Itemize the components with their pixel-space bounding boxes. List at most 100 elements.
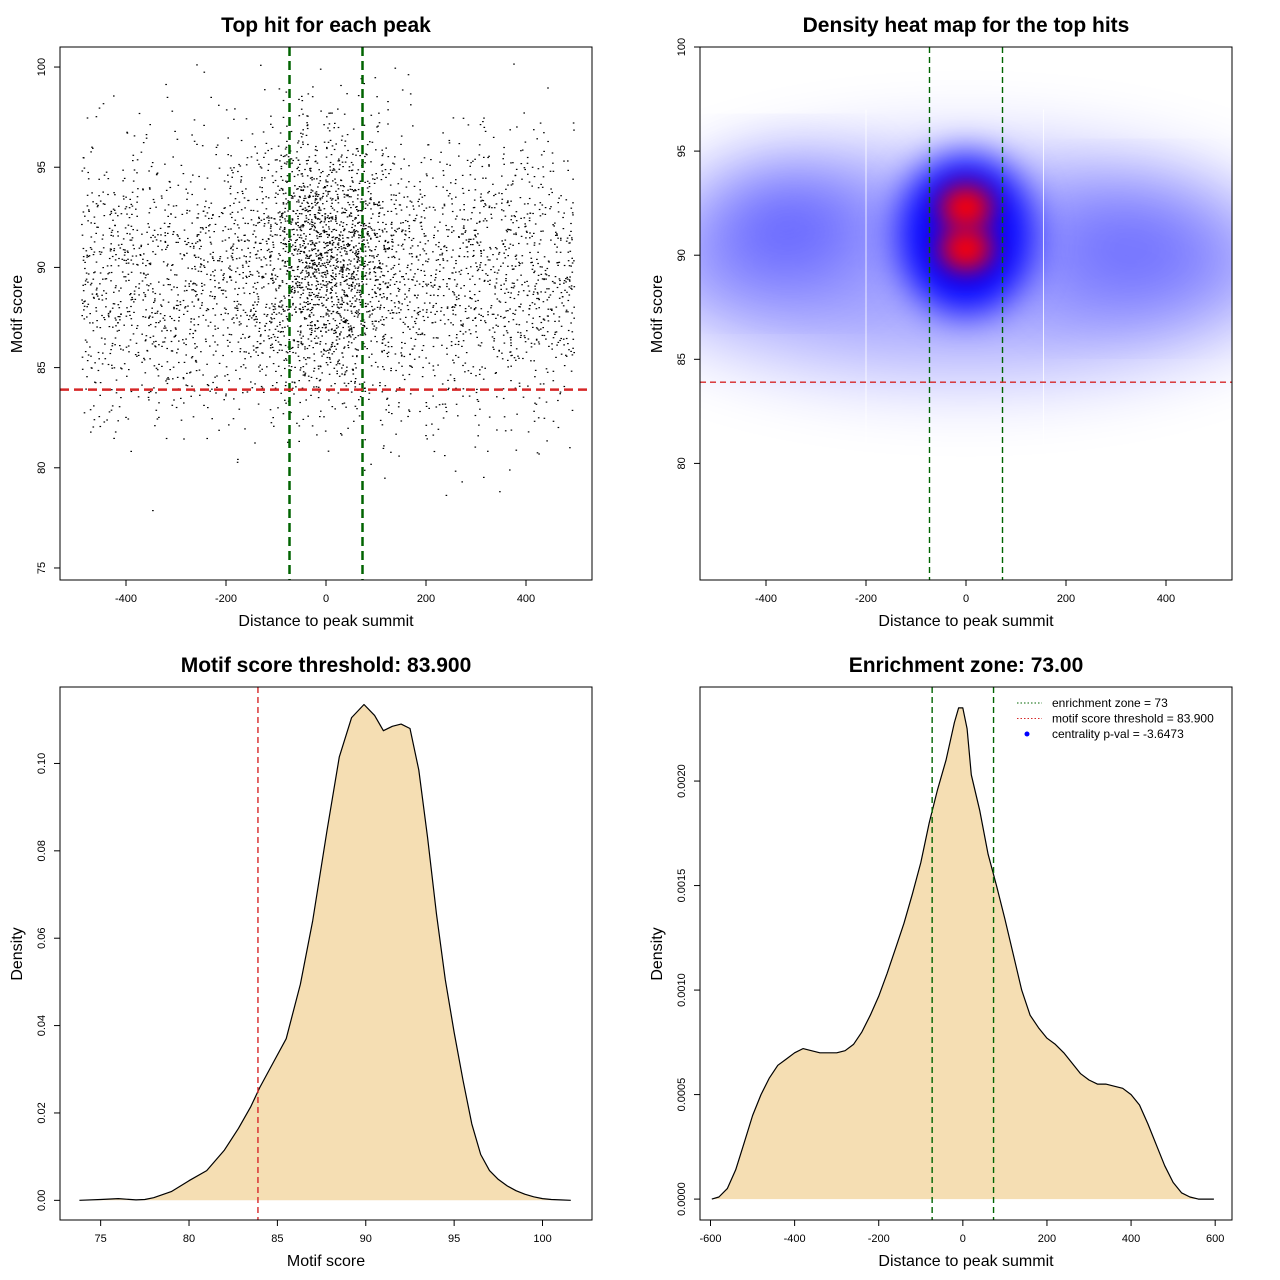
scatter-point [437, 364, 439, 366]
scatter-point [283, 359, 285, 361]
scatter-point [452, 309, 454, 311]
scatter-point [268, 248, 270, 250]
scatter-point [316, 296, 319, 298]
scatter-point [542, 318, 545, 320]
scatter-point [331, 251, 333, 253]
scatter-point [407, 74, 410, 76]
scatter-point [353, 276, 355, 278]
scatter-point [283, 310, 285, 312]
scatter-point [317, 368, 320, 370]
scatter-point [331, 207, 334, 209]
scatter-point [246, 391, 249, 393]
scatter-point [298, 213, 301, 215]
scatter-point [507, 291, 510, 293]
scatter-point [176, 234, 179, 236]
scatter-point [422, 345, 425, 347]
scatter-point [520, 274, 522, 276]
scatter-point [385, 231, 388, 233]
scatter-point [347, 347, 350, 349]
scatter-point [307, 283, 309, 285]
scatter-point [509, 308, 511, 310]
scatter-point [234, 198, 237, 200]
scatter-point [305, 215, 307, 217]
scatter-point [339, 303, 342, 305]
scatter-point [313, 293, 315, 295]
scatter-point [356, 291, 358, 294]
scatter-point [395, 281, 398, 283]
scatter-point [367, 303, 369, 305]
scatter-point [289, 158, 292, 160]
scatter-point [89, 284, 92, 286]
scatter-point [286, 181, 288, 183]
scatter-point [461, 218, 464, 220]
scatter-point [408, 410, 411, 412]
scatter-point [344, 295, 346, 297]
scatter-point [391, 317, 394, 319]
scatter-point [324, 430, 327, 432]
scatter-point [355, 154, 357, 156]
scatter-point [363, 170, 365, 172]
scatter-point [287, 251, 290, 254]
scatter-point [342, 321, 345, 323]
scatter-point [507, 359, 509, 361]
scatter-point [177, 348, 179, 350]
scatter-point [316, 434, 318, 436]
scatter-point [417, 268, 419, 270]
scatter-point [364, 250, 367, 252]
scatter-point [155, 206, 157, 208]
scatter-point [314, 201, 316, 203]
scatter-point [330, 344, 333, 346]
scatter-point [235, 369, 237, 371]
scatter-point [220, 313, 222, 316]
scatter-point [378, 228, 381, 231]
scatter-point [510, 380, 512, 382]
scatter-point [387, 346, 390, 348]
scatter-point [372, 384, 374, 386]
scatter-point [494, 372, 497, 374]
scatter-point [159, 240, 162, 242]
scatter-point [190, 318, 193, 320]
scatter-point [415, 256, 418, 258]
scatter-point [374, 203, 377, 205]
scatter-point [230, 248, 232, 250]
scatter-point [274, 196, 277, 198]
scatter-point [110, 234, 112, 236]
scatter-point [179, 253, 182, 255]
scatter-point [369, 314, 371, 316]
scatter-point [300, 136, 303, 138]
scatter-point [324, 247, 326, 249]
scatter-point [393, 264, 396, 267]
scatter-point [464, 231, 466, 233]
scatter-point [248, 352, 250, 354]
scatter-point [145, 335, 148, 337]
scatter-point [208, 217, 210, 220]
scatter-point [191, 242, 194, 245]
scatter-point [234, 219, 237, 221]
scatter-point [350, 284, 353, 286]
scatter-point [374, 291, 376, 293]
scatter-point [202, 228, 204, 230]
scatter-point [235, 281, 237, 283]
scatter-point [448, 139, 451, 142]
x-tick-label: 0 [960, 1233, 966, 1245]
scatter-point [337, 392, 340, 394]
scatter-point [84, 261, 86, 263]
scatter-point [335, 275, 337, 277]
scatter-point [350, 240, 353, 242]
scatter-point [514, 255, 517, 257]
scatter-point [189, 372, 191, 374]
scatter-point [399, 281, 401, 283]
scatter-point [280, 214, 283, 216]
scatter-point [432, 369, 435, 371]
scatter-point [491, 207, 493, 209]
scatter-point [323, 296, 325, 299]
scatter-point [319, 296, 321, 298]
scatter-point [304, 247, 306, 249]
scatter-point [312, 304, 315, 306]
scatter-point [358, 291, 361, 293]
scatter-point [381, 342, 384, 344]
scatter-point [368, 182, 371, 184]
scatter-point [177, 184, 180, 186]
scatter-point [390, 300, 393, 302]
scatter-point [293, 248, 296, 250]
